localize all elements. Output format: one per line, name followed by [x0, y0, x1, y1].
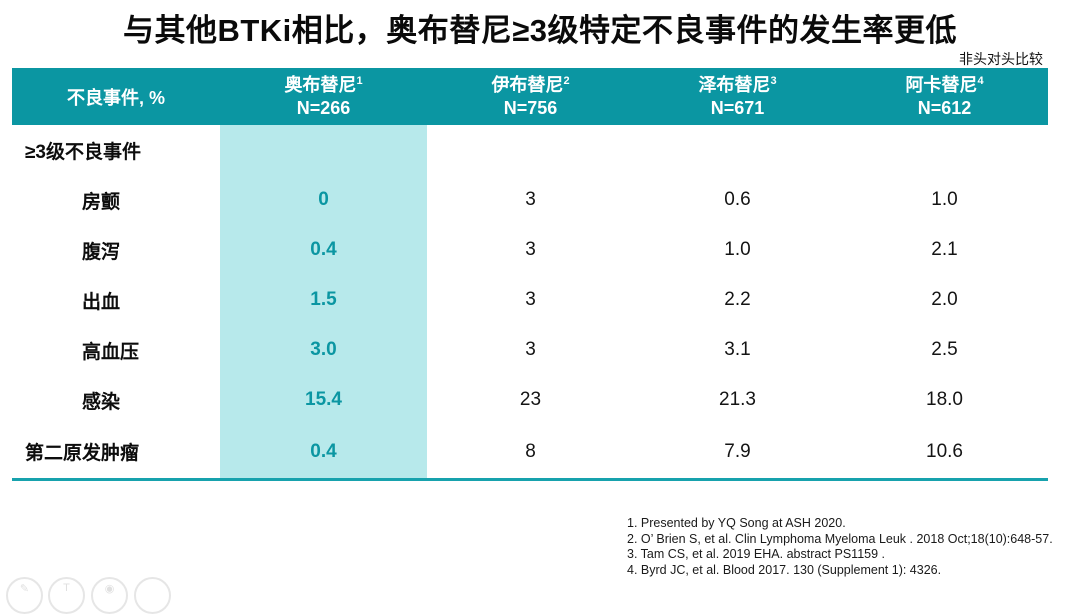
- footnotes: 1. Presented by YQ Song at ASH 2020. 2. …: [627, 516, 1053, 578]
- cell-ibrutinib: 3: [525, 239, 536, 260]
- ref-sup: 4: [977, 75, 984, 87]
- cell-acalabrutinib: 18.0: [926, 389, 963, 410]
- table-row-atrial-fibrillation: 房颤 0 3 0.6 1.0: [12, 175, 1048, 225]
- table-row-second-primary-malignancy: 第二原发肿瘤 0.4 8 7.9 10.6: [12, 425, 1048, 478]
- cell-orelabrutinib: 3.0: [220, 325, 427, 375]
- section-label: ≥3级不良事件: [25, 141, 141, 163]
- row-label: 高血压: [82, 341, 140, 363]
- row-label: 出血: [82, 291, 121, 313]
- adverse-events-table: 不良事件, % 奥布替尼1 N=266 伊布替尼2 N=756 泽布替尼3 N=…: [12, 68, 1048, 481]
- cell-zanubrutinib: 1.0: [724, 239, 751, 260]
- cell-zanubrutinib: 7.9: [724, 440, 751, 462]
- n-count: N=756: [503, 97, 558, 118]
- header-adverse-event: 不良事件, %: [66, 87, 165, 108]
- drug-name: 泽布替尼3: [698, 75, 777, 95]
- annotation-toolbar: ✎ T ◉: [0, 565, 200, 614]
- drug-name: 奥布替尼1: [284, 75, 363, 95]
- shape-icon[interactable]: [134, 577, 171, 614]
- header-ibrutinib: 伊布替尼2 N=756: [427, 68, 634, 125]
- table-header-row: 不良事件, % 奥布替尼1 N=266 伊布替尼2 N=756 泽布替尼3 N=…: [12, 68, 1048, 125]
- n-count: N=612: [917, 97, 972, 118]
- table-row-infection: 感染 15.4 23 21.3 18.0: [12, 375, 1048, 425]
- highlight-spacer: [220, 125, 427, 175]
- slide: 与其他BTKi相比，奥布替尼≥3级特定不良事件的发生率更低 非头对头比较 不良事…: [0, 13, 1053, 614]
- text-icon[interactable]: T: [48, 577, 85, 614]
- row-label: 腹泻: [82, 241, 121, 263]
- footnote-3: 3. Tam CS, et al. 2019 EHA. abstract PS1…: [627, 547, 886, 561]
- cell-orelabrutinib: 0.4: [220, 425, 427, 478]
- n-count: N=266: [296, 97, 351, 118]
- cell-orelabrutinib: 1.5: [220, 275, 427, 325]
- slide-title: 与其他BTKi相比，奥布替尼≥3级特定不良事件的发生率更低: [122, 13, 958, 48]
- footnote-2: 2. O’ Brien S, et al. Clin Lymphoma Myel…: [627, 531, 1053, 546]
- cell-ibrutinib: 3: [525, 339, 536, 360]
- ref-sup: 3: [770, 75, 777, 87]
- pen-icon[interactable]: ✎: [6, 577, 43, 614]
- header-orelabrutinib: 奥布替尼1 N=266: [220, 68, 427, 125]
- row-label: 感染: [82, 391, 121, 413]
- footnote-1: 1. Presented by YQ Song at ASH 2020.: [627, 516, 846, 530]
- cell-acalabrutinib: 2.5: [931, 339, 958, 360]
- header-zanubrutinib: 泽布替尼3 N=671: [634, 68, 841, 125]
- row-label: 第二原发肿瘤: [25, 443, 140, 464]
- cell-zanubrutinib: 2.2: [724, 289, 751, 310]
- header-acalabrutinib: 阿卡替尼4 N=612: [841, 68, 1048, 125]
- non-head-to-head-note: 非头对头比较: [959, 51, 1043, 67]
- table-row-hypertension: 高血压 3.0 3 3.1 2.5: [12, 325, 1048, 375]
- n-count: N=671: [710, 97, 765, 118]
- table-row-diarrhea: 腹泻 0.4 3 1.0 2.1: [12, 225, 1048, 275]
- cell-ibrutinib: 3: [525, 189, 536, 210]
- cell-ibrutinib: 8: [525, 440, 536, 462]
- drug-name: 伊布替尼2: [491, 75, 570, 95]
- cell-zanubrutinib: 3.1: [724, 339, 751, 360]
- cell-ibrutinib: 23: [519, 389, 542, 410]
- cell-orelabrutinib: 15.4: [220, 375, 427, 425]
- laser-icon[interactable]: ◉: [91, 577, 128, 614]
- cell-acalabrutinib: 2.1: [931, 239, 958, 260]
- cell-ibrutinib: 3: [525, 289, 536, 310]
- cell-zanubrutinib: 0.6: [724, 189, 751, 210]
- section-header-row: ≥3级不良事件: [12, 125, 1048, 175]
- ref-sup: 2: [563, 75, 570, 87]
- row-label: 房颤: [82, 191, 121, 213]
- ref-sup: 1: [356, 75, 363, 87]
- cell-acalabrutinib: 1.0: [931, 189, 958, 210]
- cell-orelabrutinib: 0: [220, 175, 427, 225]
- drug-name: 阿卡替尼4: [905, 75, 984, 95]
- table-row-bleeding: 出血 1.5 3 2.2 2.0: [12, 275, 1048, 325]
- cell-acalabrutinib: 10.6: [926, 440, 963, 462]
- cell-orelabrutinib: 0.4: [220, 225, 427, 275]
- cell-acalabrutinib: 2.0: [931, 289, 958, 310]
- cell-zanubrutinib: 21.3: [719, 389, 756, 410]
- footnote-4: 4. Byrd JC, et al. Blood 2017. 130 (Supp…: [627, 562, 942, 577]
